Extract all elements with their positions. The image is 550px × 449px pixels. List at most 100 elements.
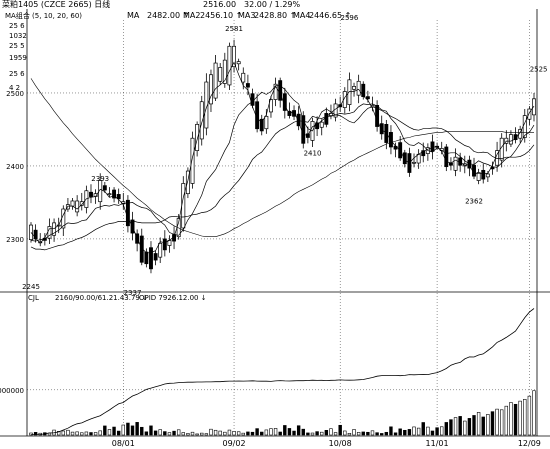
volume-bar (380, 433, 384, 436)
volume-bar (29, 432, 33, 436)
volume-bar (320, 431, 324, 436)
scale-fragment-5: 25 6 (9, 70, 25, 78)
volume-bar (158, 429, 162, 436)
candle-down (296, 113, 301, 127)
volume-bar (140, 426, 144, 436)
candle-down (379, 123, 384, 135)
open-interest-line (30, 308, 535, 436)
volume-bar (499, 409, 504, 436)
price-annotation: 2410 (304, 150, 322, 158)
volume-bar (255, 428, 259, 436)
volume-bar (232, 431, 236, 436)
price-annotation: 2337 (124, 289, 142, 297)
volume-bar (204, 433, 209, 436)
volume-bar (476, 412, 481, 436)
volume-bar (490, 411, 495, 436)
candle-down (472, 164, 476, 177)
candle-up (527, 108, 532, 120)
scale-fragment-6: 4 2 (9, 84, 20, 92)
candle-up (199, 101, 204, 140)
candle-down (102, 185, 107, 191)
candle-down (162, 238, 167, 251)
candle-down (125, 199, 130, 227)
candle-down (139, 235, 144, 263)
volume-bar (310, 432, 315, 436)
volume-bar (236, 431, 241, 436)
volume-bar (347, 433, 352, 436)
volume-bar (135, 422, 139, 436)
volume-bar (296, 425, 301, 436)
volume-bar (370, 430, 375, 436)
volume-bar (292, 430, 296, 436)
volume-bar (416, 427, 421, 436)
volume-bar (163, 431, 167, 436)
candle-up (273, 83, 278, 100)
volume-bar (172, 430, 176, 436)
volume-bar (287, 428, 292, 436)
volume-bar (421, 422, 425, 436)
candle-up (227, 45, 232, 86)
candle-up (222, 59, 227, 84)
candle-up (518, 129, 523, 139)
last-price: 2516.00 (203, 0, 236, 9)
candle-down (116, 194, 121, 200)
volume-bar (453, 417, 458, 436)
candle-down (33, 229, 38, 240)
candle-down (402, 152, 407, 165)
volume-bar (200, 432, 204, 436)
candle-down (324, 113, 329, 125)
volume-bar (218, 430, 222, 436)
candle-up (52, 222, 57, 236)
price-annotation: 2525 (530, 66, 548, 74)
volume-bar (278, 431, 282, 436)
volume-bar (209, 428, 213, 436)
candle-up (508, 134, 513, 145)
volume-bar (518, 400, 522, 436)
volume-bar (144, 431, 149, 436)
ma-legend-ma3-value: 2428.80 ↑ (254, 11, 296, 20)
candle-up (218, 67, 223, 82)
volume-bar (527, 395, 532, 436)
volume-bar (116, 430, 121, 436)
candle-up (412, 161, 416, 164)
ma-legend-ma2-value: 2456.10 ↑ (200, 11, 242, 20)
candle-down (384, 124, 389, 143)
ma-line-ma4 (30, 78, 534, 237)
volume-bar (513, 403, 518, 436)
volume-bar (195, 433, 199, 436)
price-panel (29, 39, 536, 274)
volume-legend-values: 2160/90.00/61.21.43.79 ↓ (55, 294, 148, 302)
volume-bar (463, 420, 467, 436)
volume-bar (112, 426, 116, 436)
volume-bar (306, 432, 310, 436)
volume-bar (250, 431, 255, 436)
candle-up (195, 124, 200, 151)
volume-bar (333, 432, 338, 436)
volume-bar (213, 429, 218, 436)
volume-bar (190, 431, 195, 436)
candle-up (213, 62, 218, 99)
candle-up (532, 98, 536, 116)
volume-bar (269, 428, 273, 436)
volume-bar (246, 431, 250, 436)
volume-bar (93, 432, 98, 436)
candle-up (352, 86, 356, 90)
volume-bar (176, 429, 181, 436)
volume-bar (80, 432, 84, 436)
candle-down (481, 169, 486, 180)
volume-bar (149, 425, 153, 436)
candle-up (476, 172, 481, 181)
candle-down (112, 189, 117, 199)
volume-bar (273, 428, 278, 436)
volume-bar (315, 431, 319, 436)
volume-bar (329, 428, 333, 436)
volume-panel (29, 308, 536, 436)
price-tick-label: 2400 (6, 163, 24, 171)
axis-labels: 2300 2400 2500 08/01 09/02 10/08 11/01 12/09 100… (0, 14, 548, 448)
volume-bar (375, 432, 379, 436)
candle-up (209, 74, 213, 105)
volume-bar (384, 431, 389, 436)
volume-bar (153, 430, 158, 436)
